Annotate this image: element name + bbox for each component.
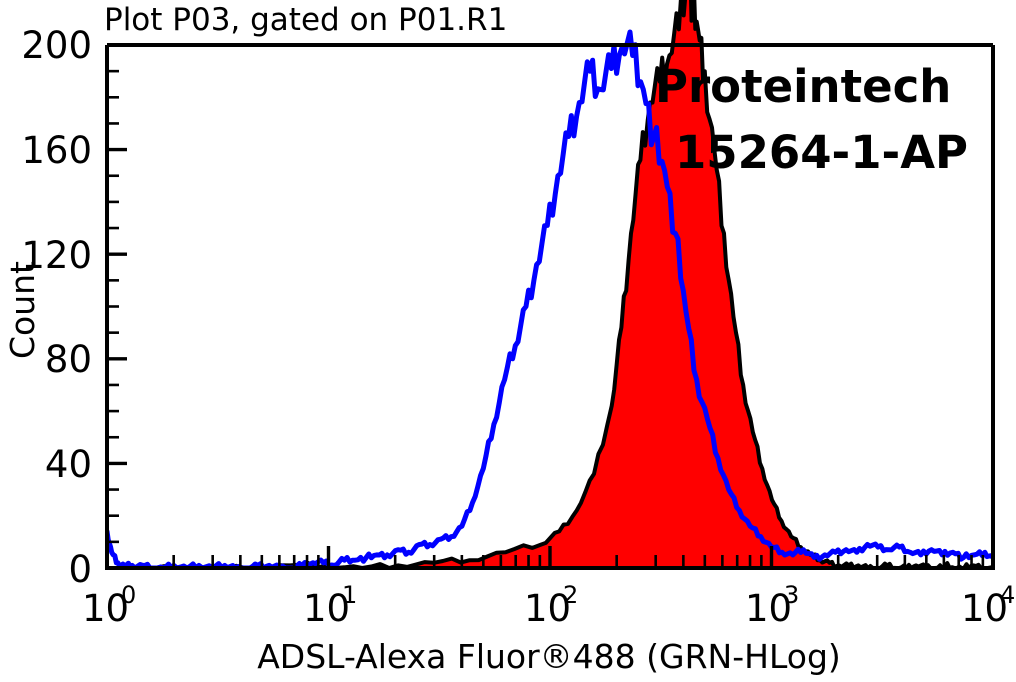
annotation-line-1: Proteintech <box>655 60 951 113</box>
y-tick-label: 40 <box>45 443 92 486</box>
svg-text:10: 10 <box>745 587 792 630</box>
svg-text:0: 0 <box>121 581 136 609</box>
y-axis-ticks <box>107 43 127 570</box>
x-tick-label: 10 1 <box>303 581 357 630</box>
x-axis-label: ADSL-Alexa Fluor®488 (GRN-HLog) <box>257 637 841 676</box>
y-tick-labels: 0 40 80 120 160 200 <box>21 24 92 591</box>
plot-title: Plot P03, gated on P01.R1 <box>104 2 507 38</box>
y-tick-label: 80 <box>45 338 92 381</box>
y-tick-label: 120 <box>21 234 92 277</box>
annotation-line-2: 15264-1-AP <box>675 126 968 179</box>
svg-text:10: 10 <box>524 587 571 630</box>
x-tick-labels: 10 0 10 1 10 2 10 3 10 4 <box>82 581 1015 630</box>
svg-text:10: 10 <box>961 587 1008 630</box>
x-axis-ticks <box>105 546 995 568</box>
svg-text:10: 10 <box>303 587 350 630</box>
y-tick-label: 160 <box>21 129 92 172</box>
x-tick-label: 10 3 <box>745 581 799 630</box>
svg-text:2: 2 <box>563 581 578 609</box>
y-tick-label: 0 <box>68 548 92 591</box>
svg-text:1: 1 <box>342 581 357 609</box>
svg-text:3: 3 <box>784 581 799 609</box>
x-tick-label: 10 0 <box>82 581 136 630</box>
x-tick-label: 10 2 <box>524 581 578 630</box>
x-tick-label: 10 4 <box>961 581 1015 630</box>
svg-text:10: 10 <box>82 587 129 630</box>
control-histogram <box>107 29 993 568</box>
y-axis-label: Count <box>3 261 42 359</box>
y-tick-label: 200 <box>21 24 92 67</box>
svg-text:4: 4 <box>1000 581 1015 609</box>
